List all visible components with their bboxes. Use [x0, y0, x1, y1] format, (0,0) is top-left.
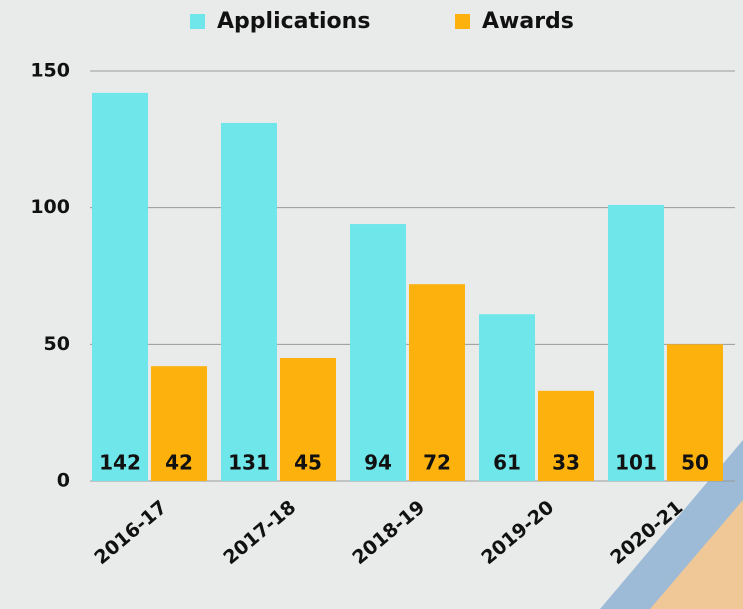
decoration	[650, 500, 743, 609]
x-tick-label: 2017-18	[219, 496, 300, 569]
y-tick-label: 100	[30, 196, 70, 218]
legend-swatch	[455, 14, 470, 29]
legend-label: Applications	[217, 9, 370, 34]
bar	[409, 284, 465, 481]
value-label: 33	[552, 451, 580, 475]
value-label: 72	[423, 451, 451, 475]
value-label: 142	[99, 451, 141, 475]
value-label: 42	[165, 451, 193, 475]
x-tick-label: 2018-19	[348, 496, 429, 569]
bar	[608, 204, 664, 481]
y-tick-label: 50	[44, 333, 70, 355]
bar	[538, 390, 594, 481]
y-tick-label: 0	[57, 470, 70, 492]
bar	[350, 224, 406, 482]
y-tick-label: 150	[30, 60, 70, 82]
value-label: 45	[294, 451, 322, 475]
bar	[667, 344, 723, 481]
bar	[151, 366, 207, 481]
bar	[280, 358, 336, 481]
bar	[92, 92, 148, 481]
legend-label: Awards	[482, 9, 574, 34]
value-label: 131	[228, 451, 270, 475]
value-label: 94	[364, 451, 392, 475]
legend-swatch	[190, 14, 205, 29]
x-tick-label: 2016-17	[90, 496, 171, 569]
value-label: 101	[615, 451, 657, 475]
x-tick-label: 2019-20	[477, 496, 558, 569]
value-label: 61	[493, 451, 521, 475]
bar	[221, 122, 277, 481]
value-label: 50	[681, 451, 709, 475]
bar	[479, 314, 535, 481]
